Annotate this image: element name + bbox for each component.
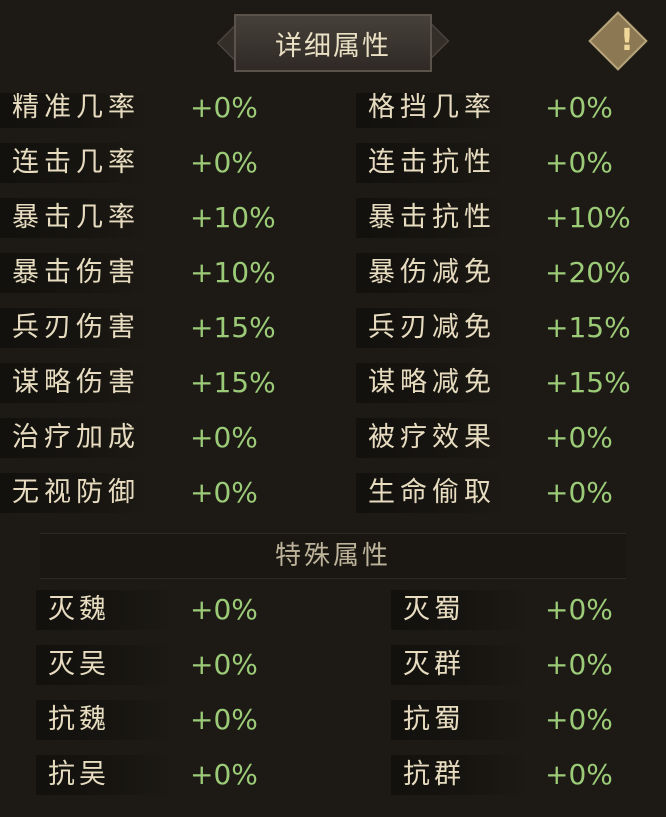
attribute-value: +20%	[545, 256, 631, 289]
label-background	[36, 700, 176, 740]
label-background	[356, 363, 506, 403]
attribute-row: 谋略伤害 +15% 谋略减免 +15%	[0, 355, 666, 410]
attribute-value: +0%	[545, 648, 613, 681]
label-background	[356, 473, 506, 513]
attribute-label: 抗蜀	[403, 704, 465, 735]
label-background	[0, 473, 150, 513]
label-background	[0, 143, 150, 183]
label-background	[0, 198, 150, 238]
attribute-label: 抗群	[403, 759, 465, 790]
attribute-value: +0%	[545, 593, 613, 626]
attribute-label: 生命偷取	[368, 477, 496, 508]
attribute-value: +10%	[190, 256, 276, 289]
attribute-row: 治疗加成 +0% 被疗效果 +0%	[0, 410, 666, 465]
attribute-label: 灭魏	[48, 594, 110, 625]
attribute-value: +0%	[190, 146, 258, 179]
label-background	[391, 700, 531, 740]
attribute-label: 灭蜀	[403, 594, 465, 625]
attribute-label: 精准几率	[12, 93, 140, 123]
label-background	[391, 590, 531, 630]
special-section-title: 特殊属性	[40, 533, 626, 579]
label-background	[0, 93, 150, 128]
attribute-label: 抗吴	[48, 759, 110, 790]
attribute-value: +15%	[545, 311, 631, 344]
page-title: 详细属性	[234, 14, 432, 72]
attribute-row: 暴击几率 +10% 暴击抗性 +10%	[0, 190, 666, 245]
label-background	[356, 418, 506, 458]
attribute-row: 无视防御 +0% 生命偷取 +0%	[0, 465, 666, 513]
attribute-label: 灭群	[403, 649, 465, 680]
attribute-label: 治疗加成	[12, 422, 140, 453]
attribute-label: 连击抗性	[368, 147, 496, 178]
attribute-value: +0%	[190, 476, 258, 509]
attribute-value: +0%	[190, 93, 258, 124]
attribute-label: 暴击伤害	[12, 257, 140, 288]
attribute-value: +10%	[545, 201, 631, 234]
attribute-value: +0%	[190, 421, 258, 454]
attribute-row: 连击几率 +0% 连击抗性 +0%	[0, 135, 666, 190]
attribute-value: +0%	[545, 421, 613, 454]
label-background	[391, 645, 531, 685]
attribute-label: 谋略伤害	[12, 367, 140, 398]
attribute-value: +0%	[190, 593, 258, 626]
attribute-label: 格挡几率	[368, 93, 496, 123]
attribute-row: 抗吴 +0% 抗群 +0%	[0, 747, 666, 802]
attribute-label: 谋略减免	[368, 367, 496, 398]
label-background	[356, 253, 506, 293]
attribute-value: +0%	[545, 146, 613, 179]
attribute-value: +0%	[190, 648, 258, 681]
label-background	[356, 308, 506, 348]
label-background	[0, 253, 150, 293]
label-background	[0, 308, 150, 348]
label-background	[391, 755, 531, 795]
attribute-value: +10%	[190, 201, 276, 234]
attribute-label: 暴击几率	[12, 202, 140, 233]
title-banner: 详细属性	[214, 14, 452, 72]
label-background	[0, 418, 150, 458]
exclamation-icon[interactable]: !	[620, 23, 634, 58]
label-background	[36, 645, 176, 685]
attribute-label: 无视防御	[12, 477, 140, 508]
attribute-value: +0%	[545, 703, 613, 736]
attribute-label: 抗魏	[48, 704, 110, 735]
attribute-label: 兵刃伤害	[12, 312, 140, 343]
label-background	[356, 143, 506, 183]
attribute-label: 暴击抗性	[368, 202, 496, 233]
attribute-value: +15%	[190, 311, 276, 344]
attribute-row: 灭吴 +0% 灭群 +0%	[0, 637, 666, 692]
attribute-value: +15%	[190, 366, 276, 399]
attribute-row: 抗魏 +0% 抗蜀 +0%	[0, 692, 666, 747]
attribute-label: 连击几率	[12, 147, 140, 178]
attribute-value: +0%	[545, 93, 613, 124]
attribute-row: 暴击伤害 +10% 暴伤减免 +20%	[0, 245, 666, 300]
attribute-label: 兵刃减免	[368, 312, 496, 343]
attribute-row: 精准几率 +0% 格挡几率 +0%	[0, 93, 666, 135]
attribute-list[interactable]: 精准几率 +0% 格挡几率 +0% 连击几率 +0% 连击抗性 +0% 暴击几率…	[0, 93, 666, 513]
attribute-label: 被疗效果	[368, 422, 496, 453]
label-background	[0, 363, 150, 403]
label-background	[36, 590, 176, 630]
attribute-row: 兵刃伤害 +15% 兵刃减免 +15%	[0, 300, 666, 355]
attribute-row: 灭魏 +0% 灭蜀 +0%	[0, 582, 666, 637]
label-background	[356, 93, 506, 128]
attribute-value: +0%	[190, 703, 258, 736]
attribute-label: 暴伤减免	[368, 257, 496, 288]
label-background	[356, 198, 506, 238]
attribute-value: +15%	[545, 366, 631, 399]
label-background	[36, 755, 176, 795]
attribute-value: +0%	[190, 758, 258, 791]
attribute-label: 灭吴	[48, 649, 110, 680]
attribute-value: +0%	[545, 758, 613, 791]
attribute-value: +0%	[545, 476, 613, 509]
